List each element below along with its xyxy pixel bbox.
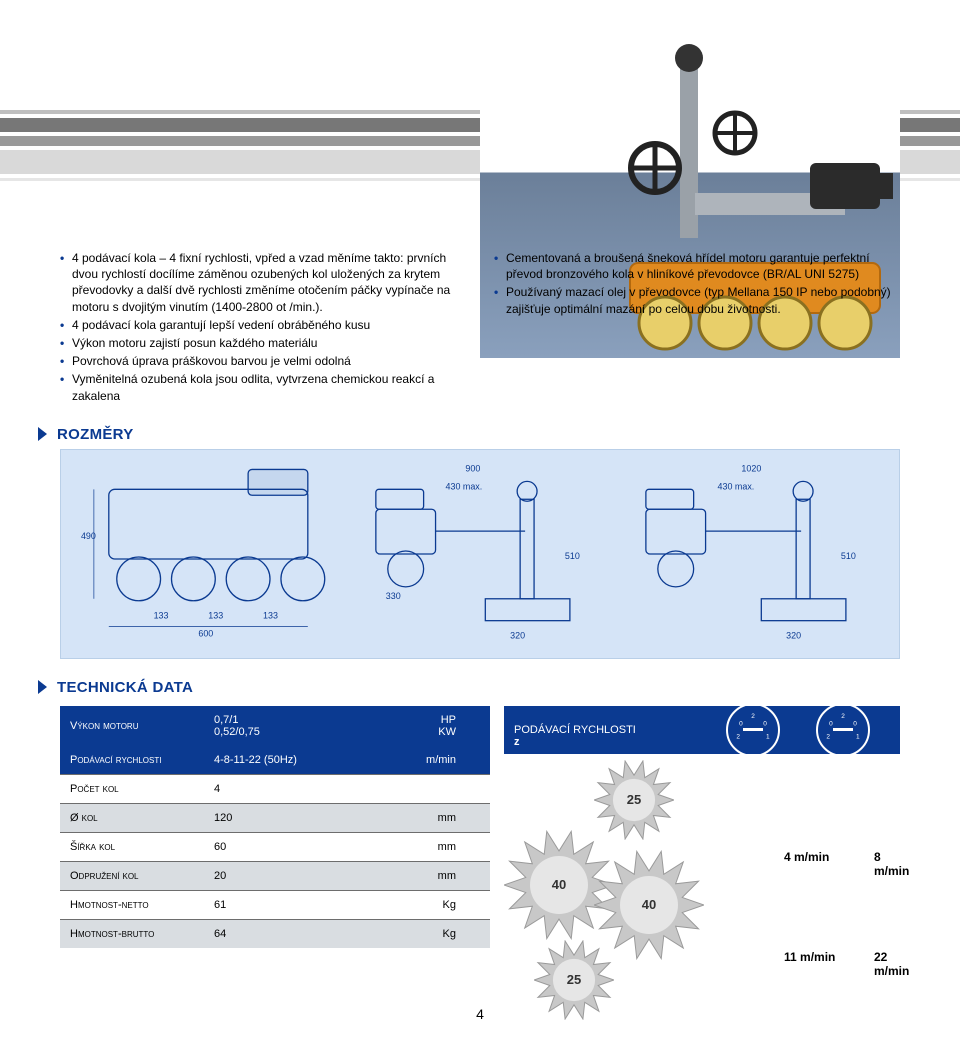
tech-row: Šířka kol60mm [60, 833, 490, 861]
dimensions-drawings: 490 133 133 133 600 [60, 449, 900, 659]
tech-row: Ø kol120mm [60, 804, 490, 832]
svg-text:133: 133 [263, 610, 278, 620]
drawing-front-1: 900 430 max. 330 510 320 [346, 458, 615, 650]
tech-row-label: Ø kol [60, 804, 210, 832]
tech-row-label: Šířka kol [60, 833, 210, 861]
svg-text:1: 1 [766, 733, 770, 740]
svg-text:0: 0 [853, 720, 857, 727]
svg-text:2: 2 [751, 713, 755, 720]
tech-row-value: 60 [210, 833, 390, 861]
tech-title: TECHNICKÁ DATA [57, 679, 193, 696]
svg-text:600: 600 [198, 628, 213, 638]
svg-text:2: 2 [826, 733, 830, 740]
svg-text:320: 320 [510, 630, 525, 640]
svg-text:0: 0 [829, 720, 833, 727]
tech-row-value: 120 [210, 804, 390, 832]
tech-row-label: Hmotnost-netto [60, 891, 210, 919]
svg-text:430 max.: 430 max. [718, 481, 755, 491]
page-number: 4 [0, 1006, 960, 1022]
speed-dial-1: 2 0 1 0 2 [726, 703, 780, 757]
feature-item: Používaný mazací olej v převodovce (typ … [494, 284, 900, 316]
dimensions-heading: ROZMĚRY [0, 406, 960, 449]
drawing-front-2: 1020 430 max. 510 320 [622, 458, 891, 650]
tech-heading: TECHNICKÁ DATA [0, 659, 960, 702]
tech-row-value: 64 [210, 920, 390, 948]
tech-row-value: 0,7/1 0,52/0,75 [210, 706, 390, 746]
gear-icon: 25 [534, 940, 614, 1020]
arrow-icon [38, 680, 47, 694]
speed-dial-2: 2 0 1 0 2 [816, 703, 870, 757]
svg-text:1020: 1020 [742, 463, 762, 473]
svg-text:2: 2 [841, 713, 845, 720]
tech-row-label: Výkon motoru [60, 712, 210, 740]
gear-icon: 25 [594, 760, 674, 840]
tech-row-unit: HP KW [390, 706, 460, 746]
feature-item: 4 podávací kola – 4 fixní rychlosti, vpř… [60, 250, 466, 315]
tech-row-label: Počet kol [60, 775, 210, 803]
tech-row-unit: Kg [390, 920, 460, 948]
tech-row-value: 4-8-11-22 (50Hz) [210, 746, 390, 774]
tech-row-value: 4 [210, 775, 390, 803]
feature-item: Cementovaná a broušená šneková hřídel mo… [494, 250, 900, 282]
tech-row: Hmotnost-netto61Kg [60, 891, 490, 919]
svg-text:133: 133 [208, 610, 223, 620]
speed-label: 22 m/min [874, 950, 909, 978]
svg-text:430 max.: 430 max. [445, 481, 482, 491]
svg-text:330: 330 [385, 590, 400, 600]
svg-text:510: 510 [841, 551, 856, 561]
svg-text:320: 320 [787, 630, 802, 640]
z-label: z [514, 736, 520, 748]
tech-row-label: Podávací rychlosti [60, 746, 210, 774]
tech-row: Podávací rychlosti4-8-11-22 (50Hz)m/min [60, 746, 490, 774]
tech-data-table: Výkon motoru0,7/1 0,52/0,75HP KWPodávací… [60, 706, 490, 1000]
feed-speeds-panel: PODÁVACÍ RYCHLOSTI z 2 0 1 0 2 2 0 [504, 706, 900, 1000]
tech-row: Odpružení kol20mm [60, 862, 490, 890]
tech-row: Výkon motoru0,7/1 0,52/0,75HP KW [60, 706, 490, 746]
feature-item: Povrchová úprava práškovou barvou je vel… [60, 353, 466, 369]
svg-text:1: 1 [856, 733, 860, 740]
tech-row-unit: mm [390, 833, 460, 861]
tech-row-value: 20 [210, 862, 390, 890]
tech-row-label: Hmotnost-brutto [60, 920, 210, 948]
speed-label: 11 m/min [784, 950, 835, 964]
svg-text:510: 510 [565, 551, 580, 561]
feature-item: Výkon motoru zajistí posun každého mater… [60, 335, 466, 351]
tech-row-label: Odpružení kol [60, 862, 210, 890]
svg-text:900: 900 [465, 463, 480, 473]
svg-text:0: 0 [739, 720, 743, 727]
gear-panel-title: PODÁVACÍ RYCHLOSTI [514, 724, 636, 736]
tech-row: Hmotnost-brutto64Kg [60, 920, 490, 948]
svg-text:0: 0 [763, 720, 767, 727]
dimensions-title: ROZMĚRY [57, 426, 134, 443]
svg-text:133: 133 [154, 610, 169, 620]
tech-row-unit: m/min [390, 746, 460, 774]
tech-row-value: 61 [210, 891, 390, 919]
tech-row-unit: Kg [390, 891, 460, 919]
speed-label: 4 m/min [784, 850, 829, 864]
feature-item: Vyměnitelná ozubená kola jsou odlita, vy… [60, 371, 466, 403]
tech-row-unit: mm [390, 804, 460, 832]
drawing-side: 490 133 133 133 600 [69, 458, 338, 650]
speed-label: 8 m/min [874, 850, 909, 878]
tech-row-unit [390, 781, 460, 797]
feature-item: 4 podávací kola garantují lepší vedení o… [60, 317, 466, 333]
features-left: 4 podávací kola – 4 fixní rychlosti, vpř… [60, 250, 466, 406]
tech-row: Počet kol4 [60, 775, 490, 803]
svg-text:2: 2 [736, 733, 740, 740]
tech-row-unit: mm [390, 862, 460, 890]
arrow-icon [38, 427, 47, 441]
